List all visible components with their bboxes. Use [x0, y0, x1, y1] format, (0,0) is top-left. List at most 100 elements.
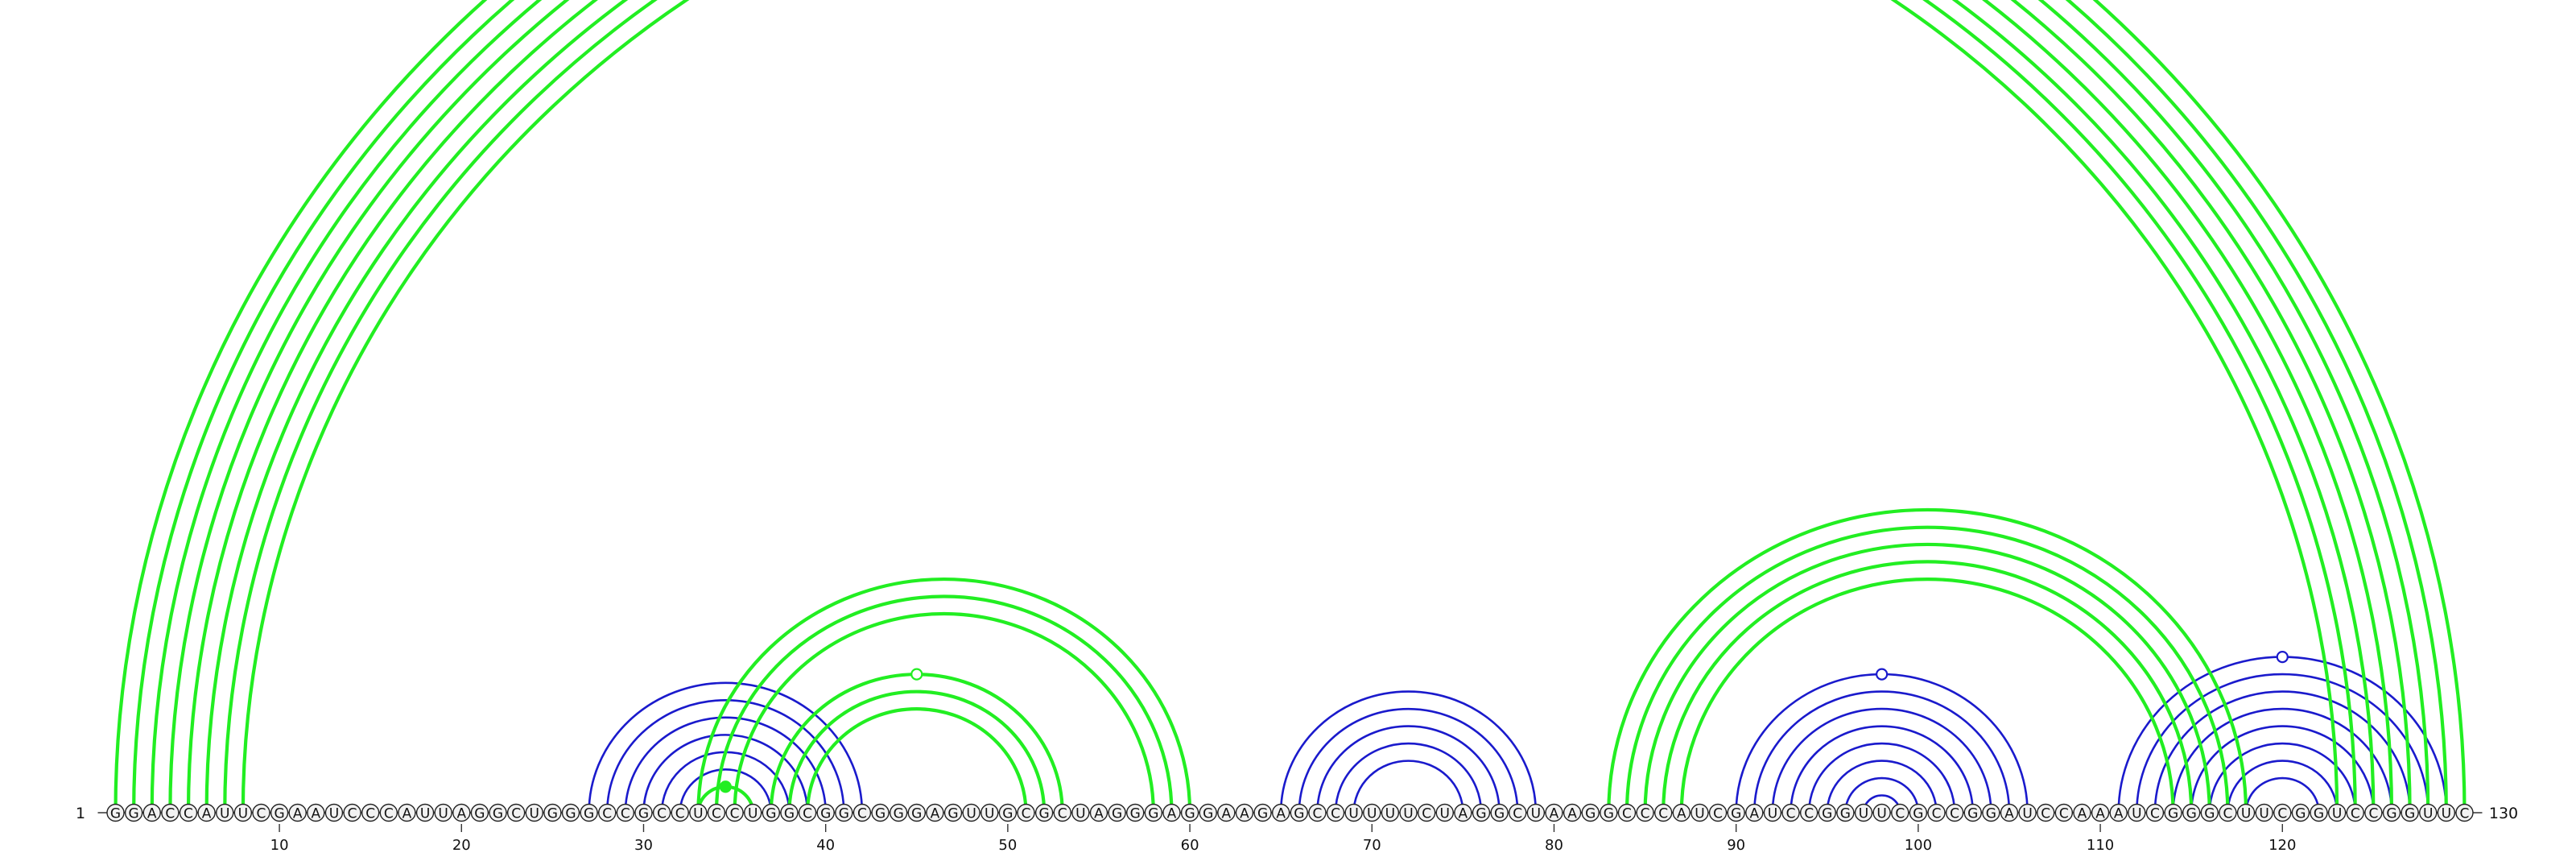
nucleotide-letter: A	[2114, 806, 2124, 822]
nucleotide: G	[889, 803, 908, 822]
nucleotide: G	[835, 803, 853, 822]
sequence-end-label: 130	[2489, 805, 2518, 822]
nucleotide-letter: U	[238, 806, 248, 822]
nucleotide: C	[1636, 803, 1654, 822]
nucleotide: A	[2091, 803, 2110, 822]
nucleotide: C	[1799, 803, 1818, 822]
nucleotide: G	[1472, 803, 1491, 822]
nucleotide: A	[452, 803, 471, 822]
nucleotide-letter: G	[1731, 806, 1741, 822]
blue-arc-96-100	[1844, 776, 1920, 814]
nucleotide-letter: C	[348, 806, 357, 822]
nucleotide-letter: U	[420, 806, 430, 822]
nucleotide-letter: G	[1913, 806, 1923, 822]
nucleotide-letter: G	[1967, 806, 1978, 822]
nucleotide: A	[1454, 803, 1472, 822]
nucleotide: C	[1891, 803, 1909, 822]
nucleotide-letter: G	[1130, 806, 1141, 822]
nucleotide-letter: C	[1331, 806, 1340, 822]
nucleotide-letter: C	[1022, 806, 1031, 822]
nucleotide-letter: U	[220, 806, 229, 822]
nucleotide-letter: C	[1713, 806, 1723, 822]
nucleotide-letter: U	[2423, 806, 2433, 822]
nucleotide: A	[2073, 803, 2091, 822]
nucleotide: G	[1126, 803, 1145, 822]
blue-arc-27-42	[588, 681, 864, 814]
nucleotide-letter: C	[712, 806, 721, 822]
blue-arc-92-104	[1771, 707, 1992, 814]
nucleotide: C	[2054, 803, 2074, 822]
nucleotide-letter: U	[1385, 806, 1395, 822]
nucleotide: G	[1818, 803, 1836, 822]
green-arc-35-58	[733, 611, 1155, 814]
nucleotide: A	[1745, 803, 1764, 822]
green-arc-38-52	[787, 689, 1046, 814]
nucleotide-letter: G	[1822, 806, 1832, 822]
nucleotide-letter: G	[2405, 806, 2415, 822]
nucleotide: G	[1982, 803, 2000, 822]
nucleotide-letter: A	[2004, 806, 2014, 822]
arc-marker-layer	[719, 650, 2289, 793]
nucleotide: U	[434, 803, 452, 822]
nucleotide: C	[652, 803, 671, 822]
position-tick-label: 60	[1181, 837, 1199, 854]
nucleotide: C	[2346, 803, 2364, 822]
nucleotide: G	[561, 803, 580, 822]
blue-arc-30-39	[642, 734, 809, 814]
nucleotide: U	[1526, 803, 1546, 822]
nucleotide: U	[1872, 803, 1891, 822]
nucleotide: G	[106, 803, 125, 822]
nucleotide: C	[1326, 803, 1345, 822]
nucleotide-letter: U	[1876, 806, 1886, 822]
nucleotide-letter: G	[1585, 806, 1596, 822]
nucleotide-letter: C	[675, 806, 685, 822]
nucleotide-letter: A	[931, 806, 940, 822]
nucleotide: C	[1417, 803, 1436, 822]
blue-arc-116-124	[2208, 742, 2357, 814]
nucleotide-letter: G	[2186, 806, 2197, 822]
nucleotide: U	[2255, 803, 2273, 822]
nucleotide-letter: G	[1184, 806, 1195, 822]
nucleotide-letter: G	[1294, 806, 1304, 822]
nucleotide: U	[689, 803, 708, 822]
nucleotide: C	[1708, 803, 1728, 822]
nucleotide-letter: C	[2150, 806, 2160, 822]
nucleotide: G	[1199, 803, 1217, 822]
nucleotide-letter: G	[1494, 806, 1505, 822]
nucleotide-letter: U	[2442, 806, 2451, 822]
nucleotide: U	[962, 803, 980, 822]
nucleotide-letter: G	[1112, 806, 1122, 822]
nucleotide: C	[506, 803, 526, 822]
green-arc-39-51	[805, 706, 1028, 814]
nucleotide-letter: C	[184, 806, 193, 822]
green-arc-6-125	[204, 0, 2376, 814]
green-arc-83-118	[1607, 507, 2248, 814]
nucleotide-letter: G	[766, 806, 776, 822]
nucleotide: C	[1053, 803, 1071, 822]
nucleotide: A	[2000, 803, 2019, 822]
nucleotide-letter: A	[2095, 806, 2105, 822]
nucleotide: C	[725, 803, 744, 822]
blue-arc-29-40	[624, 716, 827, 814]
nucleotide-letter: C	[2460, 806, 2470, 822]
nucleotide: G	[470, 803, 489, 822]
nucleotide: C	[379, 803, 398, 822]
nucleotide-letter: C	[511, 806, 521, 822]
nucleotide: U	[2419, 803, 2438, 822]
nucleotide-letter: A	[402, 806, 412, 822]
nucleotide: G	[780, 803, 799, 822]
nucleotide-letter: G	[2386, 806, 2396, 822]
nucleotide: G	[1963, 803, 1982, 822]
nucleotide: U	[415, 803, 435, 822]
nucleotide: G	[2200, 803, 2219, 822]
nucleotide: A	[142, 803, 161, 822]
position-tick-label: 100	[1905, 837, 1932, 854]
nucleotide-letter: G	[820, 806, 831, 822]
nucleotide: U	[216, 803, 234, 822]
nucleotide: G	[1836, 803, 1855, 822]
sequence-start-label: 1	[76, 805, 85, 822]
nucleotide-letter: G	[839, 806, 849, 822]
nucleotide-letter: G	[1257, 806, 1268, 822]
nucleotide-letter: U	[2241, 806, 2251, 822]
nucleotide-letter: C	[1422, 806, 1431, 822]
